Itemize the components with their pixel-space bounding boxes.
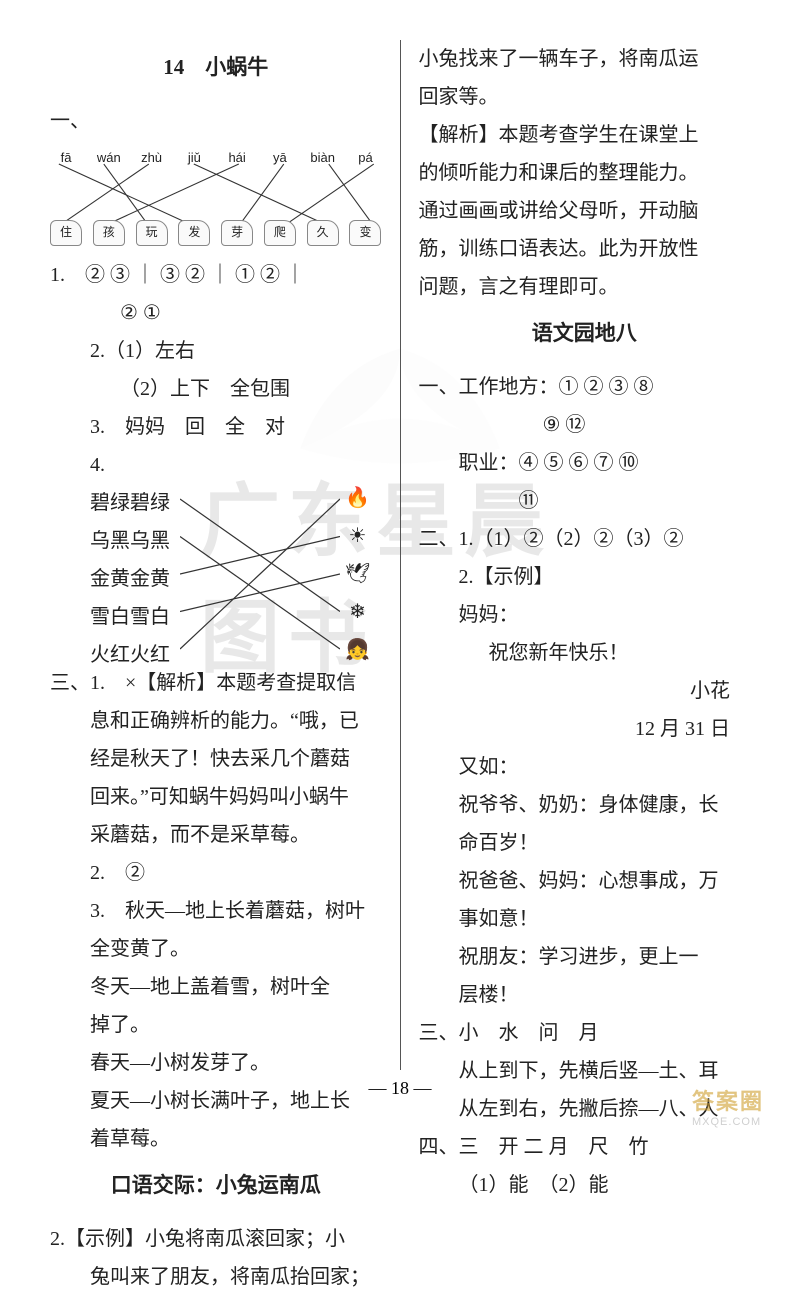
q2-1b: ② ① — [50, 294, 382, 332]
r2-5: 又如： — [419, 748, 751, 786]
r2-1: 二、1.（1）②（2）②（3）② — [419, 520, 751, 558]
match-icon: 🔥 — [344, 484, 372, 512]
q3-7b: 全变黄了。 — [50, 930, 382, 968]
r2-7b: 事如意！ — [419, 900, 751, 938]
ana-2: 的倾听能力和课后的整理能力。 — [419, 154, 751, 192]
match-word: 乌黑乌黑 — [90, 522, 170, 560]
snail-char: 发 — [178, 220, 210, 246]
q3-8: 冬天—地上盖着雪，树叶全 — [50, 968, 382, 1006]
r1-2: 职业：④ ⑤ ⑥ ⑦ ⑩ — [419, 444, 751, 482]
corner-line1: 答案圈 — [692, 1084, 782, 1116]
ana-5: 问题，言之有理即可。 — [419, 268, 751, 306]
snail-char: 芽 — [221, 220, 253, 246]
snail-char: 玩 — [136, 220, 168, 246]
match-word: 雪白雪白 — [90, 598, 170, 636]
r2-3: 妈妈： — [419, 596, 751, 634]
q3-4: 回来。”可知蜗牛妈妈叫小蜗牛 — [50, 778, 382, 816]
right-column: 小兔找来了一辆车子，将南瓜运 回家等。 【解析】本题考查学生在课堂上 的倾听能力… — [401, 40, 751, 1070]
q3-8b: 掉了。 — [50, 1006, 382, 1044]
q2-1: 1. ② ③ ｜ ③ ② ｜ ① ② ｜ — [50, 256, 382, 294]
match-word: 金黄金黄 — [90, 560, 170, 598]
r2-sig1: 小花 — [419, 672, 751, 710]
match-icon: 👧 — [344, 636, 372, 664]
r1-1b: ⑨ ⑫ — [419, 406, 751, 444]
q2-3: 3. 妈妈 回 全 对 — [50, 408, 382, 446]
match-icon: ❄ — [344, 598, 372, 626]
q3-6: 2. ② — [50, 854, 382, 892]
r2-8b: 层楼！ — [419, 976, 751, 1014]
page-number: — 18 — — [50, 1078, 750, 1099]
r1-1: 一、工作地方：① ② ③ ⑧ — [419, 368, 751, 406]
q3-7: 3. 秋天—地上长着蘑菇，树叶 — [50, 892, 382, 930]
r2-2: 2.【示例】 — [419, 558, 751, 596]
r3-1: 三、小 水 问 月 — [419, 1014, 751, 1052]
r1-2b: ⑪ — [419, 482, 751, 520]
color-matching: 碧绿碧绿乌黑乌黑金黄金黄雪白雪白火红火红 🔥☀🕊❄👧 — [90, 484, 382, 664]
corner-line2: MXQE.COM — [692, 1116, 782, 1128]
ana-4: 筋，训练口语表达。此为开放性 — [419, 230, 751, 268]
corner-watermark: 答案圈 MXQE.COM — [692, 1084, 782, 1128]
q2-2a: 2.（1）左右 — [50, 332, 382, 370]
kouyu-2: 兔叫来了朋友，将南瓜抬回家； — [50, 1258, 382, 1296]
cont-1: 小兔找来了一辆车子，将南瓜运 — [419, 40, 751, 78]
r2-4: 祝您新年快乐！ — [419, 634, 751, 672]
q2-4: 4. — [50, 446, 382, 484]
match-icon: ☀ — [344, 522, 372, 550]
match-word: 碧绿碧绿 — [90, 484, 170, 522]
r2-6: 祝爷爷、奶奶：身体健康，长 — [419, 786, 751, 824]
r4-1: 四、三 开 二 月 尺 竹 — [419, 1128, 751, 1166]
snail-matching: fāwánzhùjiǔháiyābiànpá 住孩玩发芽爬久变 — [50, 146, 382, 246]
snail-char: 变 — [349, 220, 381, 246]
r2-sig2: 12 月 31 日 — [419, 710, 751, 748]
yuanji-title: 语文园地八 — [419, 314, 751, 354]
q3-10b: 着草莓。 — [50, 1120, 382, 1158]
match-word: 火红火红 — [90, 636, 170, 674]
snail-char: 久 — [307, 220, 339, 246]
q3-9: 春天—小树发芽了。 — [50, 1044, 382, 1082]
section-one-label: 一、 — [50, 102, 382, 140]
kouyu-title: 口语交际：小兔运南瓜 — [50, 1166, 382, 1206]
snail-char: 孩 — [93, 220, 125, 246]
q3-5: 采蘑菇，而不是采草莓。 — [50, 816, 382, 854]
left-column: 14 小蜗牛 一、 fāwánzhùjiǔháiyābiànpá 住孩玩发芽爬久… — [50, 40, 400, 1070]
match-icon: 🕊 — [344, 560, 372, 588]
snail-char: 住 — [50, 220, 82, 246]
snail-char: 爬 — [264, 220, 296, 246]
r2-8: 祝朋友：学习进步，更上一 — [419, 938, 751, 976]
ana-1: 【解析】本题考查学生在课堂上 — [419, 116, 751, 154]
r4-2: （1）能 （2）能 — [419, 1166, 751, 1204]
q3-2: 息和正确辨析的能力。“哦，已 — [50, 702, 382, 740]
lesson-title: 14 小蜗牛 — [50, 48, 382, 88]
kouyu-1: 2.【示例】小兔将南瓜滚回家；小 — [50, 1220, 382, 1258]
ana-3: 通过画画或讲给父母听，开动脑 — [419, 192, 751, 230]
cont-2: 回家等。 — [419, 78, 751, 116]
r2-7: 祝爸爸、妈妈：心想事成，万 — [419, 862, 751, 900]
q2-2b: （2）上下 全包围 — [50, 370, 382, 408]
q3-3: 经是秋天了！快去采几个蘑菇 — [50, 740, 382, 778]
r2-6b: 命百岁！ — [419, 824, 751, 862]
